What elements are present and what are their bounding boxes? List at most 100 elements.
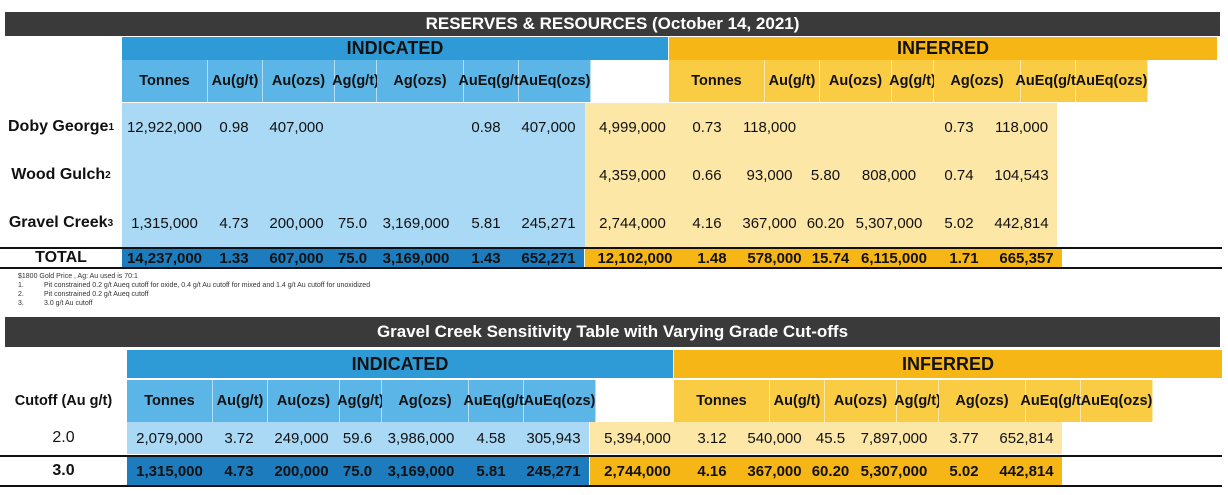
top-row-0-indicated-cell-5: 0.98 (459, 103, 513, 151)
top-row-2-inferred-cell-2: 367,000 (734, 199, 805, 247)
top-inferred-header-6-line-1: (ozs) (1113, 72, 1148, 89)
total-indicated-cell-3: 75.0 (332, 249, 373, 267)
cutoff-label-highlight: 3.0 (0, 457, 127, 485)
top-row-1-inferred-cell-0: 4,359,000 (585, 151, 680, 199)
top-inferred-header-0: Tonnes (669, 60, 765, 102)
top-indicated-header-2-line-1: (ozs) (291, 72, 326, 89)
bottom-inferred-header-1: Au (g/t) (770, 380, 825, 422)
total-indicated-cell-5: 1.43 (459, 249, 513, 267)
bottom-inferred-header-0-line-0: Tonnes (696, 392, 747, 409)
top-inferred-header-0-line-0: Tonnes (691, 72, 742, 89)
top-indicated-column-headers: Tonnes Au (g/t) Au (ozs) Ag (g/t) Ag (ozs) AuEq (g… (122, 60, 668, 102)
bottom-indicated-header-2-line-1: (ozs) (296, 392, 331, 409)
bottom-inferred-header-6-line-0: AuEq (1080, 392, 1119, 409)
top-inferred-header-4-line-0: Ag (950, 72, 970, 89)
column-divider (584, 199, 585, 247)
top-indicated-header-2: Au (ozs) (263, 60, 335, 102)
bottom-inferred-header-6: AuEq (ozs) (1081, 380, 1153, 422)
bottom-row-0-indicated-cell-4: 3,986,000 (378, 422, 464, 454)
top-inferred-header-2-line-0: Au (828, 72, 849, 89)
footnote-2: 2. Pit constrained 0.2 g/t Aueq cutoff (18, 291, 149, 298)
bottom-indicated-header-0: Tonnes (127, 380, 213, 422)
row-label-0: Doby George 1 (0, 103, 122, 151)
footnote-price: $1800 Gold Price , Ag: Au used is 70:1 (18, 273, 138, 280)
bottom-inferred-group-header: INFERRED (674, 350, 1222, 378)
top-indicated-header-1-line-1: (g/t) (230, 72, 259, 89)
top-indicated-header-4: Ag (ozs) (377, 60, 464, 102)
bottom-row-0-indicated-cell-5: 4.58 (464, 422, 518, 454)
bottom-indicated-header-3-line-1: (g/t) (356, 392, 384, 409)
bottom-inferred-column-headers: Tonnes Au (g/t) Au (ozs) Ag (g/t) Ag (ozs) AuEq (g… (674, 380, 1222, 422)
top-inferred-header-6-line-0: AuEq (1075, 72, 1114, 89)
top-row-2-inferred-cell-3: 60.20 (805, 199, 846, 247)
top-indicated-header-6-line-1: (ozs) (556, 72, 591, 89)
bottom-row-0-indicated-cell-1: 3.72 (212, 422, 266, 454)
top-row-0-indicated-cell-3 (332, 103, 373, 151)
bottom-indicated-header-4-line-0: Ag (398, 392, 418, 409)
top-row-1-indicated-cell-6 (513, 151, 584, 199)
top-row-2-inferred-cell-0: 2,744,000 (585, 199, 680, 247)
bottom-indicated-header-3: Ag (g/t) (337, 380, 384, 422)
top-row-0-indicated-cell-6: 407,000 (513, 103, 584, 151)
top-indicated-header-5-line-0: AuEq (458, 72, 497, 89)
total-indicated-cell-4: 3,169,000 (373, 249, 459, 267)
bottom-indicated-header-2-line-0: Au (276, 392, 297, 409)
total-inferred-cell-6: 665,357 (991, 249, 1062, 267)
footnote-3: 3. 3.0 g/t Au cutoff (18, 300, 93, 307)
top-row-0-inferred-cell-2: 118,000 (734, 103, 805, 151)
highlight-inferred-cell-6: 442,814 (991, 457, 1062, 485)
top-row-1-inferred-cell-6: 104,543 (986, 151, 1057, 199)
top-inferred-header-3-line-1: (g/t) (908, 72, 936, 89)
top-indicated-header-0-line-0: Tonnes (139, 72, 190, 89)
highlight-inferred-cell-1: 4.16 (685, 457, 739, 485)
bottom-inferred-header-5-line-1: (g/t) (1058, 392, 1086, 409)
top-row-2-indicated-cell-0: 1,315,000 (122, 199, 207, 247)
sensitivity-title: Gravel Creek Sensitivity Table with Vary… (5, 317, 1220, 347)
bottom-indicated-header-1-line-1: (g/t) (235, 392, 264, 409)
reserves-title: RESERVES & RESOURCES (October 14, 2021) (5, 12, 1220, 36)
table-row: Doby George 1 12,922,000 0.98 407,000 0.98 407… (0, 103, 1217, 151)
bottom-indicated-header-3-line-0: Ag (337, 392, 357, 409)
table-row: Gravel Creek 3 1,315,000 4.73 200,000 75.0 3,1… (0, 199, 1217, 247)
bottom-row-0-inferred-cell-0: 5,394,000 (590, 422, 685, 454)
top-row-2-indicated-cell-4: 3,169,000 (373, 199, 459, 247)
bottom-inferred-header-3-line-1: (g/t) (913, 392, 941, 409)
bottom-inferred-header-1-line-1: (g/t) (792, 392, 821, 409)
footnotes: $1800 Gold Price , Ag: Au used is 70:1 1… (18, 272, 618, 312)
top-indicated-header-4-line-0: Ag (393, 72, 413, 89)
bottom-indicated-header-5: AuEq (g/t) (463, 380, 529, 422)
bottom-inferred-header-0: Tonnes (674, 380, 770, 422)
bottom-inferred-header-5-line-0: AuEq (1020, 392, 1059, 409)
top-indicated-header-1: Au (g/t) (208, 60, 263, 102)
row-label-2-footnote-ref: 3 (107, 217, 114, 229)
bottom-indicated-header-6-line-1: (ozs) (561, 392, 596, 409)
highlight-inferred-cell-5: 5.02 (937, 457, 991, 485)
bottom-row-0-inferred-cell-1: 3.12 (685, 422, 739, 454)
top-row-2-indicated-cell-2: 200,000 (261, 199, 332, 247)
top-row-1-indicated-cell-4 (373, 151, 459, 199)
bottom-row-0-indicated-cell-2: 249,000 (266, 422, 337, 454)
bottom-inferred-header-4: Ag (ozs) (939, 380, 1026, 422)
top-inferred-header-1: Au (g/t) (765, 60, 820, 102)
total-inferred-cell-3: 15.74 (810, 249, 851, 267)
top-inferred-header-2: Au (ozs) (820, 60, 892, 102)
total-inferred-cell-4: 6,115,000 (851, 249, 937, 267)
highlight-indicated-cell-5: 5.81 (464, 457, 518, 485)
cutoff-label-0-text: 2.0 (52, 429, 75, 446)
row-label-2: Gravel Creek 3 (0, 199, 122, 247)
top-row-0-inferred-cell-5: 0.73 (932, 103, 986, 151)
top-indicated-header-3: Ag (g/t) (332, 60, 379, 102)
top-row-2-indicated-cell-6: 245,271 (513, 199, 584, 247)
top-row-2-inferred-cell-1: 4.16 (680, 199, 734, 247)
top-row-2-inferred-cell-4: 5,307,000 (846, 199, 932, 247)
bottom-indicated-header-5-line-0: AuEq (463, 392, 502, 409)
row-label-1-footnote-ref: 2 (105, 169, 111, 181)
bottom-indicated-header-4: Ag (ozs) (382, 380, 469, 422)
row-label-1: Wood Gulch 2 (0, 151, 122, 199)
bottom-indicated-header-6-line-0: AuEq (523, 392, 562, 409)
highlight-indicated-cell-2: 200,000 (266, 457, 337, 485)
total-inferred-cell-5: 1.71 (937, 249, 991, 267)
cutoff-label-0: 2.0 (0, 422, 127, 454)
cutoff-3-row: 3.0 1,315,000 4.73 200,000 75.0 3,169,000 5.81… (0, 455, 1222, 487)
bottom-row-0-inferred-cell-4: 7,897,000 (851, 422, 937, 454)
